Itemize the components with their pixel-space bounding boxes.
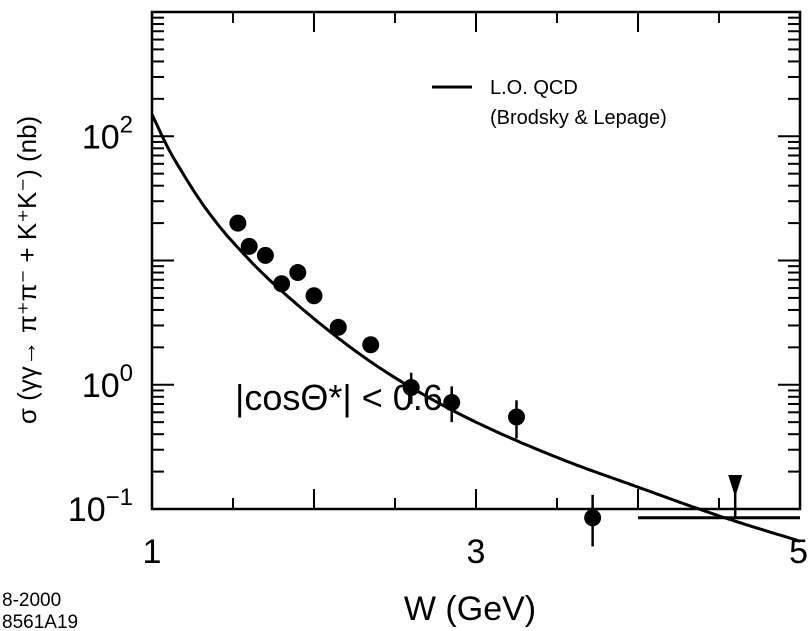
y-tick-label: 100 <box>82 360 133 405</box>
data-points-layer <box>229 214 602 547</box>
x-tick-label: 1 <box>143 533 162 571</box>
data-point <box>584 509 602 527</box>
data-point <box>402 379 420 397</box>
y-axis-label: σ (γγ→ π⁺π⁻ + K⁺K⁻) (nb) <box>12 116 42 424</box>
cut-annotation: |cosΘ*| < 0.6 <box>235 377 443 418</box>
y-tick-label: 10−1 <box>68 484 133 529</box>
data-point <box>256 246 274 264</box>
y-tick-labels: 102 100 10−1 <box>68 111 133 529</box>
axis-ticks <box>151 12 801 510</box>
footer-code: 8561A19 <box>2 612 78 631</box>
qcd-curve <box>150 113 801 543</box>
footer-date: 8-2000 <box>2 590 61 611</box>
data-point <box>508 408 525 426</box>
x-tick-labels: 1 3 5 <box>143 533 808 571</box>
x-tick-label: 5 <box>789 533 808 571</box>
data-point <box>329 318 347 336</box>
data-point <box>240 237 258 255</box>
x-axis-label: W (GeV) <box>404 590 536 628</box>
data-point <box>289 264 307 282</box>
upper-limit-layer <box>638 475 800 520</box>
data-point <box>305 287 323 305</box>
upper-limit-arrow-head <box>728 475 743 497</box>
x-tick-label: 3 <box>467 533 486 571</box>
legend-subtitle: (Brodsky & Lepage) <box>490 107 667 129</box>
data-point <box>443 393 461 411</box>
qcd-curve-layer <box>150 113 801 543</box>
legend-title: L.O. QCD <box>490 77 578 99</box>
data-point <box>229 214 247 232</box>
data-point <box>273 275 291 293</box>
data-point <box>362 336 380 354</box>
y-tick-label: 102 <box>82 111 133 156</box>
